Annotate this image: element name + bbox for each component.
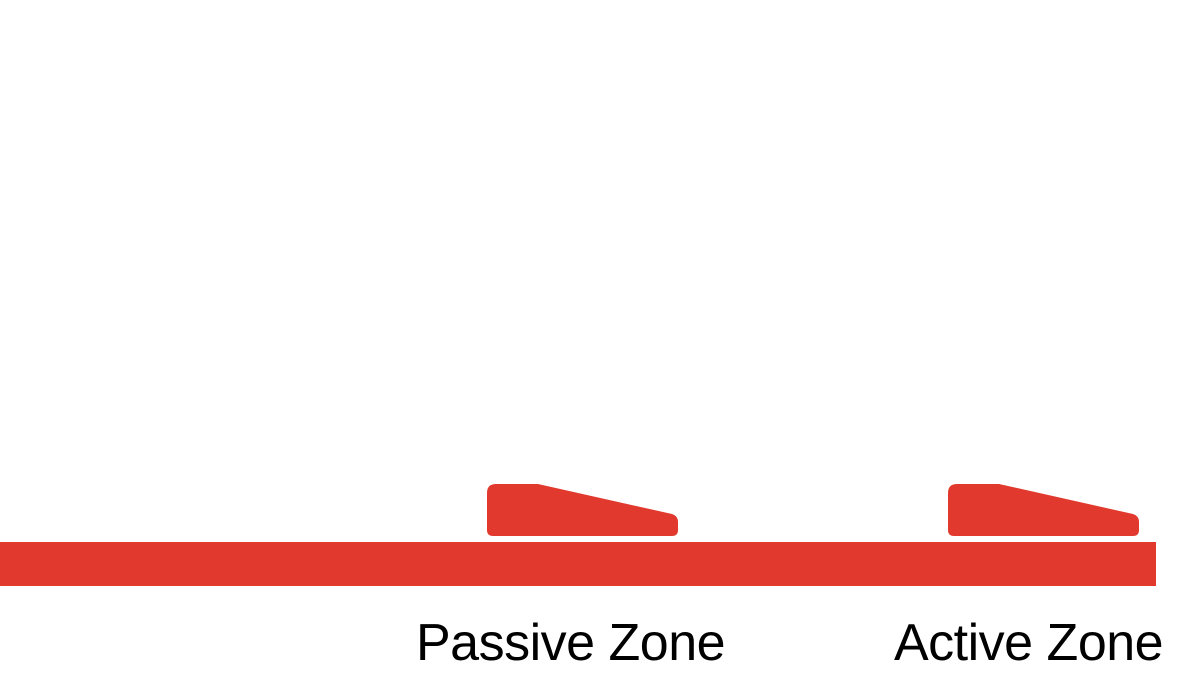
- active-zone-label: Active Zone: [894, 614, 1164, 672]
- active-zone-wedge: [948, 484, 1139, 536]
- passive-zone-label: Passive Zone: [416, 614, 726, 672]
- passive-zone-wedge: [487, 484, 678, 536]
- base-bar: [0, 542, 1156, 586]
